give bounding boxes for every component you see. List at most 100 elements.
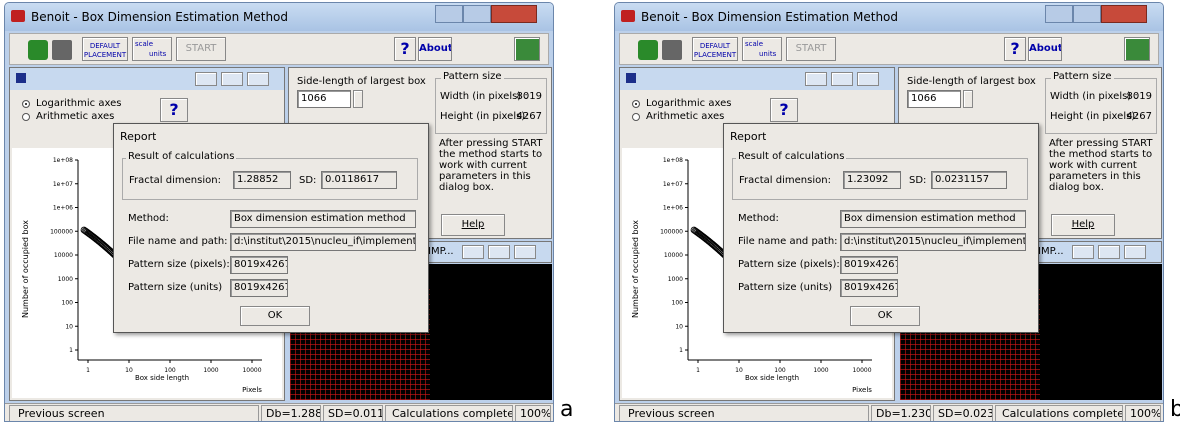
help-button[interactable]: Help [441,214,505,236]
window-min-button[interactable] [462,245,484,259]
minimize-button[interactable] [435,5,463,23]
scale-label: scale [745,40,763,48]
status-bar: Previous screenDb=1.230SD=0.023Calculati… [615,403,1163,421]
image-window-title: IMP... [428,246,454,257]
help-button[interactable]: Help [1051,214,1115,236]
x-unit-label: Pixels [242,386,262,394]
help-question-button[interactable]: ? [1004,37,1026,61]
help-question-button[interactable]: ? [394,37,416,61]
status-previous: Previous screen [619,405,869,421]
x-unit-label: Pixels [852,386,872,394]
fractal-dimension-label: Fractal dimension: [129,175,221,186]
arith-axes-label: Arithmetic axes [646,111,724,122]
window-min-button[interactable] [1072,245,1094,259]
plot-window-icon [626,73,636,83]
arith-radio[interactable] [632,113,640,121]
x-tick-label: 1 [86,367,90,374]
y-tick-label: 1e+06 [53,205,73,212]
window-min-button[interactable] [195,72,217,86]
log-radio[interactable] [22,100,30,108]
back-button[interactable] [28,40,48,60]
window-close-button[interactable] [514,245,536,259]
close-button[interactable] [1101,5,1147,23]
y-tick-label: 1e+08 [663,157,683,164]
start-button[interactable]: START [176,37,226,61]
pattern-size-title: Pattern size [441,71,504,82]
close-button[interactable] [491,5,537,23]
report-row-value: d:\institut\2015\nucleu_if\implementare\… [840,233,1026,251]
side-length-input[interactable]: 1066 [907,90,961,108]
window-title: Benoit - Box Dimension Estimation Method [31,10,288,24]
exit-button[interactable] [514,37,540,61]
x-tick-label: 100 [164,367,176,374]
print-button[interactable] [52,40,72,60]
window-min-button[interactable] [805,72,827,86]
report-row-value: Box dimension estimation method [230,210,416,228]
status-db: Db=1.230 [871,405,931,421]
report-title: Report [120,130,156,143]
window-close-button[interactable] [247,72,269,86]
y-tick-label: 1e+07 [663,181,683,188]
ok-button[interactable]: OK [850,306,920,326]
info-text: After pressing START the method starts t… [1049,138,1161,193]
placement-label: PLACEMENT [83,50,127,60]
maximize-button[interactable] [1073,5,1101,23]
panel-caption: b [1170,398,1180,422]
window-close-button[interactable] [1124,245,1146,259]
x-tick-label: 10000 [852,367,871,374]
side-length-label: Side-length of largest box [297,76,426,87]
back-button[interactable] [638,40,658,60]
y-tick-label: 10000 [54,252,73,259]
plot-help-button[interactable]: ? [770,98,798,122]
report-row-label: Pattern size (pixels): [128,259,230,270]
y-tick-label: 10 [675,323,683,330]
pattern-size-group: Width (in pixels) :8019Height (in pixels… [1045,78,1157,134]
minimize-button[interactable] [1045,5,1073,23]
window-close-button[interactable] [857,72,879,86]
width-value: 8019 [1127,91,1152,102]
report-row-value: Box dimension estimation method [840,210,1026,228]
height-label: Height (in pixels): [440,111,529,122]
arith-radio[interactable] [22,113,30,121]
side-length-input[interactable]: 1066 [297,90,351,108]
x-tick-label: 10 [125,367,133,374]
y-tick-label: 10000 [664,252,683,259]
window-max-button[interactable] [831,72,853,86]
status-previous: Previous screen [9,405,259,421]
y-tick-label: 1000 [58,276,73,283]
side-length-spinner[interactable] [353,90,363,108]
window-max-button[interactable] [488,245,510,259]
about-button[interactable]: About [418,37,452,61]
report-row-value: 8019x4267 [230,279,288,297]
exit-button[interactable] [1124,37,1150,61]
maximize-button[interactable] [463,5,491,23]
scale-label: scale [135,40,153,48]
side-length-spinner[interactable] [963,90,973,108]
image-window-titlebar: IMP... [425,241,552,263]
ok-button[interactable]: OK [240,306,310,326]
height-label: Height (in pixels): [1050,111,1139,122]
start-button[interactable]: START [786,37,836,61]
x-tick-label: 1 [696,367,700,374]
plot-help-button[interactable]: ? [160,98,188,122]
y-axis-label: Number of occupied box [21,220,30,318]
result-title: Result of calculations [126,151,236,162]
window-max-button[interactable] [221,72,243,86]
x-tick-label: 100 [774,367,786,374]
log-radio[interactable] [632,100,640,108]
y-tick-label: 100000 [50,228,73,235]
status-zoom: 100% [1125,405,1161,421]
window-max-button[interactable] [1098,245,1120,259]
print-button[interactable] [662,40,682,60]
title-bar: Benoit - Box Dimension Estimation Method [5,3,553,31]
about-button[interactable]: About [1028,37,1062,61]
